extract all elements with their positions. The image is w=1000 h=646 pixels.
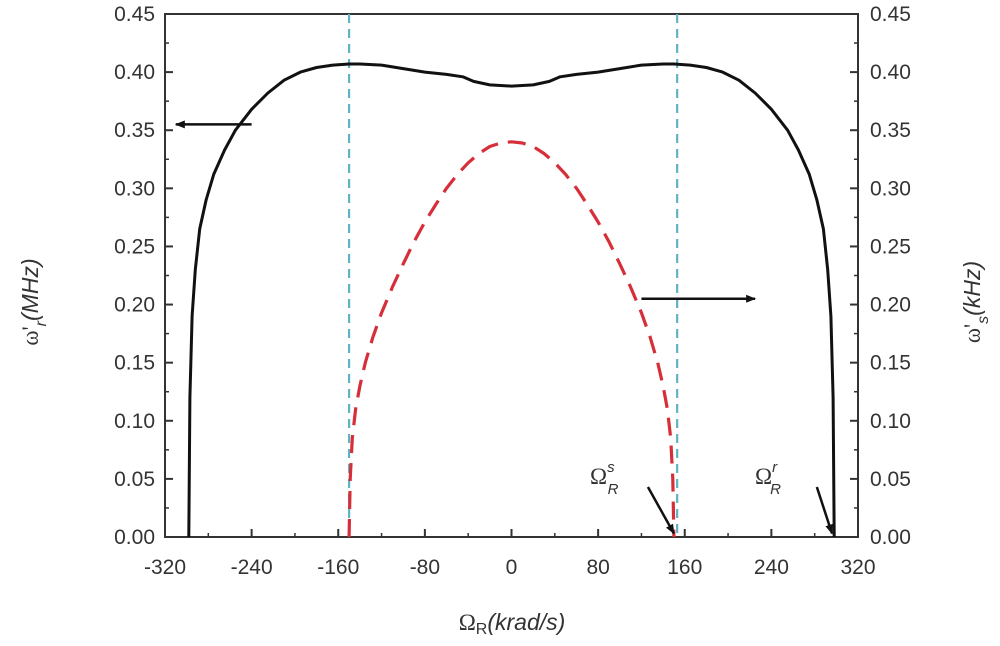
y-right-tick-label-4: 0.20 — [870, 294, 911, 317]
y-right-tick-label-8: 0.40 — [870, 61, 911, 84]
annotation-arrow-3 — [815, 486, 834, 535]
y-right-tick-label-5: 0.25 — [870, 235, 911, 258]
omega-s-subscript: R — [608, 481, 619, 498]
annotation-omega-s-label: Ωs R — [590, 459, 619, 498]
y-right-tick-label-0: 0.00 — [870, 526, 911, 549]
y-left-axis-subscript: r — [33, 320, 50, 326]
y-right-tick-label-6: 0.30 — [870, 177, 911, 200]
y-right-tick-label-2: 0.10 — [870, 410, 911, 433]
y-left-tick-label-6: 0.30 — [114, 177, 155, 200]
x-tick-label-3: -80 — [410, 556, 440, 579]
omega-s-symbol: Ω — [590, 464, 607, 489]
x-tick-label-2: -160 — [317, 556, 359, 579]
annotation-arrow-2 — [646, 486, 676, 535]
y-right-axis-subscript: s — [975, 316, 992, 324]
x-tick-label-6: 160 — [667, 556, 702, 579]
annotation-omega-r-label: Ωr R — [755, 459, 781, 498]
x-tick-label-7: 240 — [754, 556, 789, 579]
y-left-tick-label-7: 0.35 — [114, 119, 155, 142]
y-left-tick-label-4: 0.20 — [114, 294, 155, 317]
x-axis-symbol: Ω — [459, 610, 476, 635]
series-line-1 — [347, 140, 676, 538]
x-tick-label-5: 80 — [586, 556, 609, 579]
x-tick-label-1: -240 — [231, 556, 273, 579]
y-right-tick-label-7: 0.35 — [870, 119, 911, 142]
y-left-axis-unit: (MHz) — [17, 258, 43, 321]
y-left-tick-label-9: 0.45 — [114, 3, 155, 26]
x-tick-label-8: 320 — [840, 556, 875, 579]
x-axis-unit: (krad/s) — [487, 609, 565, 635]
x-axis-ticks: -320 -240 -160 -80 0 80 160 240 320 — [144, 529, 876, 579]
omega-r-superscript: r — [772, 459, 778, 476]
y-left-tick-label-3: 0.15 — [114, 352, 155, 375]
y-left-tick-label-0: 0.00 — [114, 526, 155, 549]
y-left-axis-title: ω'r(MHz) — [17, 258, 50, 345]
y-right-tick-label-3: 0.15 — [870, 352, 911, 375]
x-axis-title: ΩR(krad/s) — [459, 609, 566, 638]
y-left-axis-symbol: ω' — [18, 326, 43, 345]
annotations — [174, 120, 834, 535]
y-left-tick-label-5: 0.25 — [114, 235, 155, 258]
omega-r-symbol: Ω — [755, 464, 772, 489]
y-left-tick-label-2: 0.10 — [114, 410, 155, 433]
x-axis-subscript: R — [476, 621, 488, 638]
omega-r-subscript: R — [770, 481, 781, 498]
omega-s-superscript: s — [607, 459, 615, 476]
y-right-tick-label-9: 0.45 — [870, 3, 911, 26]
y-left-tick-label-1: 0.05 — [114, 468, 155, 491]
y-right-axis-title: ω's(kHz) — [959, 261, 992, 343]
y-right-axis-ticks: 0.00 0.05 0.10 0.15 0.20 0.25 0.30 0.35 0.40 0.45 — [850, 3, 911, 549]
y-left-axis-ticks: 0.00 0.05 0.10 0.15 0.20 0.25 0.30 0.35 0.40 0.45 — [114, 3, 173, 549]
y-right-tick-label-1: 0.05 — [870, 468, 911, 491]
y-right-axis-unit: (kHz) — [959, 261, 985, 316]
x-tick-label-0: -320 — [144, 556, 186, 579]
series-layer — [187, 62, 836, 538]
x-tick-label-4: 0 — [506, 556, 518, 579]
reference-lines — [347, 14, 679, 537]
y-left-tick-label-8: 0.40 — [114, 61, 155, 84]
series-line-0 — [187, 62, 836, 538]
y-right-axis-symbol: ω' — [960, 324, 985, 343]
